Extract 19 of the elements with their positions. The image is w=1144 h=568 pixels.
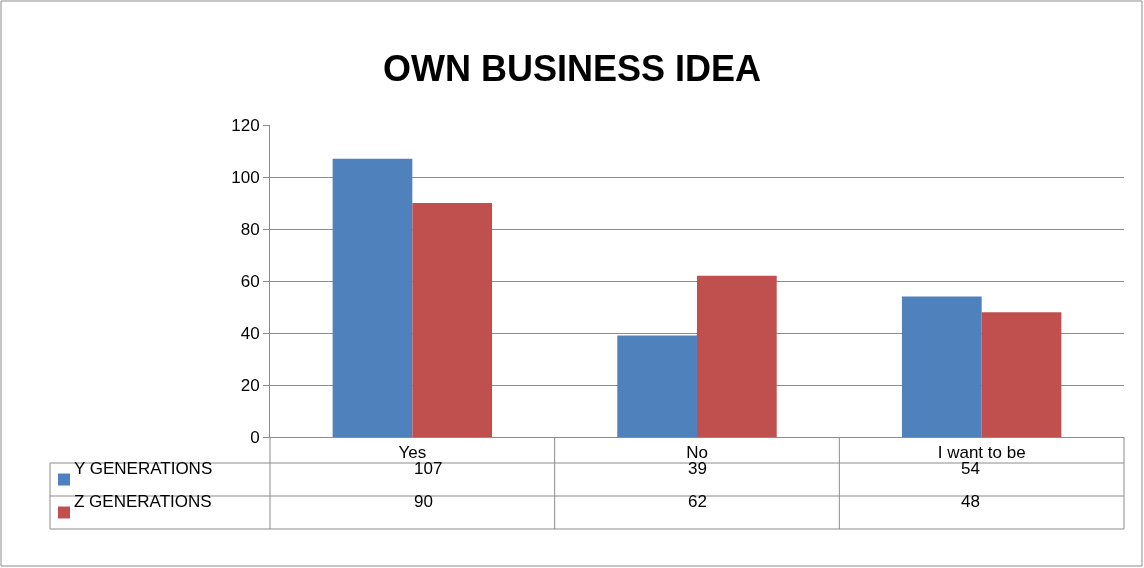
data-label: 62 [688, 492, 707, 511]
y-tick-label: 0 [250, 427, 260, 447]
legend-label: Z GENERATIONS [74, 492, 212, 511]
bar [697, 275, 777, 437]
y-tick-label: 80 [240, 219, 260, 239]
y-tick-label: 120 [231, 115, 260, 135]
data-label: 48 [961, 492, 980, 511]
bar [617, 335, 697, 437]
bar [981, 312, 1062, 437]
y-tick-label: 60 [240, 271, 260, 291]
y-tick-label: 100 [231, 167, 260, 187]
y-tick-label: 20 [240, 375, 260, 395]
data-label: 90 [414, 492, 433, 511]
bar [901, 296, 982, 437]
chart-title: OWN BUSINESS IDEA [382, 47, 762, 89]
bar [412, 203, 493, 437]
y-tick-label: 40 [240, 323, 260, 343]
bar [332, 158, 413, 437]
legend-label: Y GENERATIONS [74, 459, 213, 478]
